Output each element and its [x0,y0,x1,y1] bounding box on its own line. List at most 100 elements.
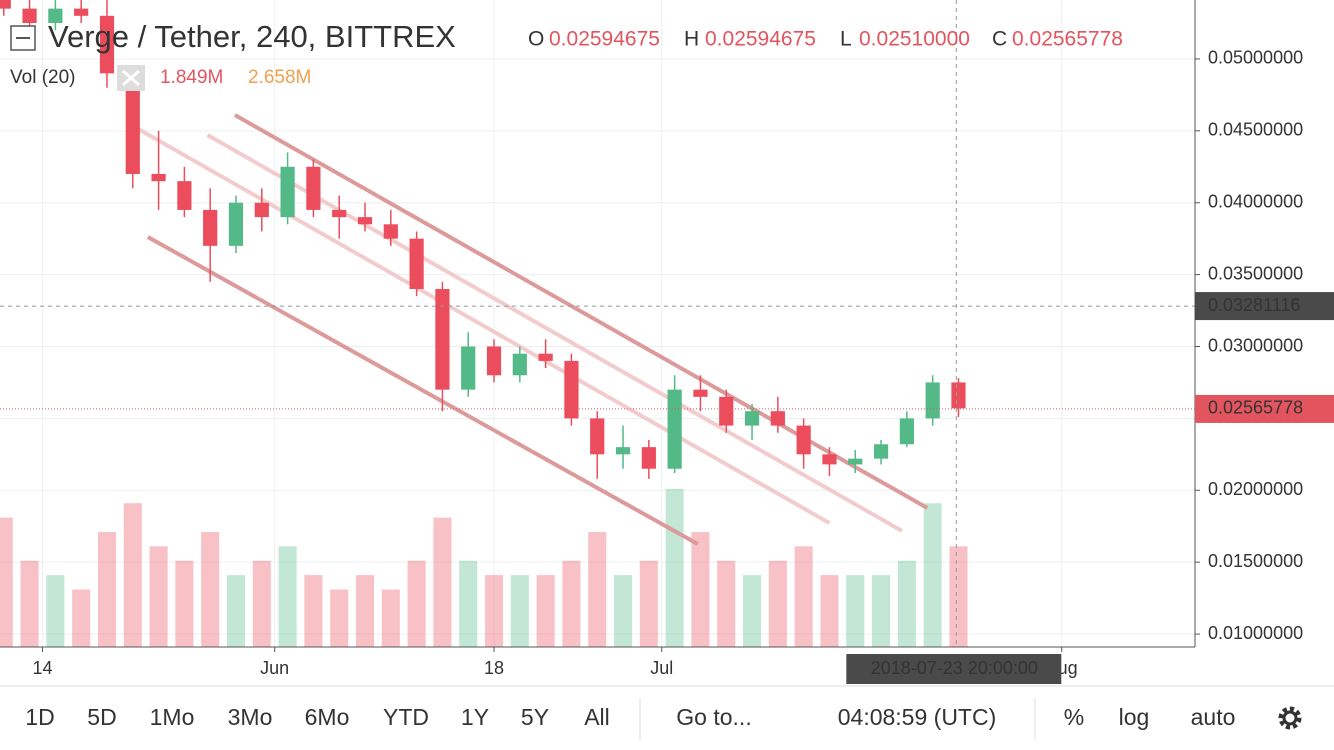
ohlc-key: H [684,28,699,51]
trend-line [233,113,929,510]
candle-body [357,217,373,225]
candle-body [0,0,11,9]
candle-body [125,73,140,174]
candle-body [409,238,424,289]
x-tick-label: 18 [484,658,504,678]
volume-value: 1.849M [160,67,223,88]
candle-body [280,166,295,218]
y-tick-label: 0.05000000 [1208,48,1303,68]
volume-bar [691,531,710,647]
volume-bar [665,488,684,647]
candle-body [564,360,579,419]
volume-bar [743,575,762,647]
candle-body [99,15,115,74]
volume-bar [278,546,297,647]
candle-body [435,288,450,390]
crosshair-time-label: 2018-07-23 20:00:00 [871,658,1038,678]
volume-bar [226,575,246,647]
volume-bar [923,503,942,647]
candle-body [770,411,785,426]
candle-body [22,8,37,24]
plot-area [0,0,1195,647]
range-button[interactable]: 1D [25,704,54,730]
scale-option[interactable]: auto [1191,704,1236,730]
ohlc-value: 0.02565778 [1012,28,1123,51]
collapse-button[interactable] [10,25,36,51]
candle-body [228,202,244,246]
candle-body [383,224,398,239]
volume-bar [794,546,813,647]
volume-bar [201,531,220,647]
candle-body [615,447,631,455]
candle-body [796,425,811,455]
volume-bar [149,546,168,647]
candle-body [486,346,502,376]
range-button[interactable]: YTD [383,704,429,730]
candle-body [848,458,863,465]
volume-bar [897,560,916,647]
crosshair-time-box [846,654,1062,684]
y-tick-label: 0.03000000 [1208,335,1303,355]
volume-bar [484,575,504,647]
y-tick-label: 0.01500000 [1208,551,1303,571]
trend-line [135,126,831,525]
ohlc-key: L [840,28,852,51]
volume-bar [175,560,194,647]
volume-bar [614,575,633,647]
volume-close[interactable] [117,65,145,91]
close-x[interactable] [122,69,140,87]
volume-bar [949,546,968,647]
ohlc-value: 0.02594675 [549,28,660,51]
candle-body [512,353,527,376]
volume-bar [872,575,891,647]
volume-ma-value: 2.658M [248,67,311,88]
y-tick-label: 0.01000000 [1208,623,1303,643]
volume-bar [510,575,529,647]
collapse-box[interactable] [10,25,36,51]
range-button[interactable]: All [584,704,610,730]
volume-bar [536,575,555,647]
volume-bar [768,560,787,647]
scale-option[interactable]: % [1064,704,1084,730]
volume-bar [123,503,142,647]
candle-body [899,418,914,445]
candle-body [538,353,553,361]
goto-button[interactable]: Go to... [676,704,751,730]
settings-icon[interactable] [1278,706,1302,730]
candle-body [74,8,89,16]
candle-body [951,382,966,409]
range-button[interactable]: 3Mo [228,704,273,730]
last-price-box [1195,394,1334,423]
y-tick-label: 0.04000000 [1208,191,1303,211]
volume-bar [97,531,117,647]
scale-option[interactable]: log [1119,704,1150,730]
volume-bar [433,517,452,647]
candle-body [641,447,656,469]
candle-body [667,389,682,469]
volume-label: Vol (20) [10,67,75,88]
range-button[interactable]: 1Y [461,704,489,730]
y-tick-label: 0.03500000 [1208,263,1303,283]
ohlc-value: 0.02594675 [705,28,816,51]
range-button[interactable]: 5D [87,704,116,730]
axes: 0.010000000.015000000.020000000.02500000… [32,48,1334,684]
symbol-title: Verge / Tether, 240, BITTREX [48,19,456,54]
gear-teeth[interactable] [1278,706,1302,730]
candle-body [48,8,63,24]
candle-body [693,389,708,397]
x-tick-label: Jul [650,658,673,678]
gear-ring[interactable] [1282,710,1298,726]
candle-body [332,209,347,218]
trend-line [206,133,904,533]
volume-bar [304,575,323,647]
candle-body [590,418,605,455]
range-button[interactable]: 5Y [521,704,549,730]
volume-bar [717,560,736,647]
volume-bar [252,560,271,647]
range-button[interactable]: 6Mo [305,704,350,730]
volume-bar [381,589,400,647]
x-tick-label: 14 [32,658,52,678]
range-button[interactable]: 1Mo [150,704,195,730]
ohlc-key: C [992,28,1007,51]
